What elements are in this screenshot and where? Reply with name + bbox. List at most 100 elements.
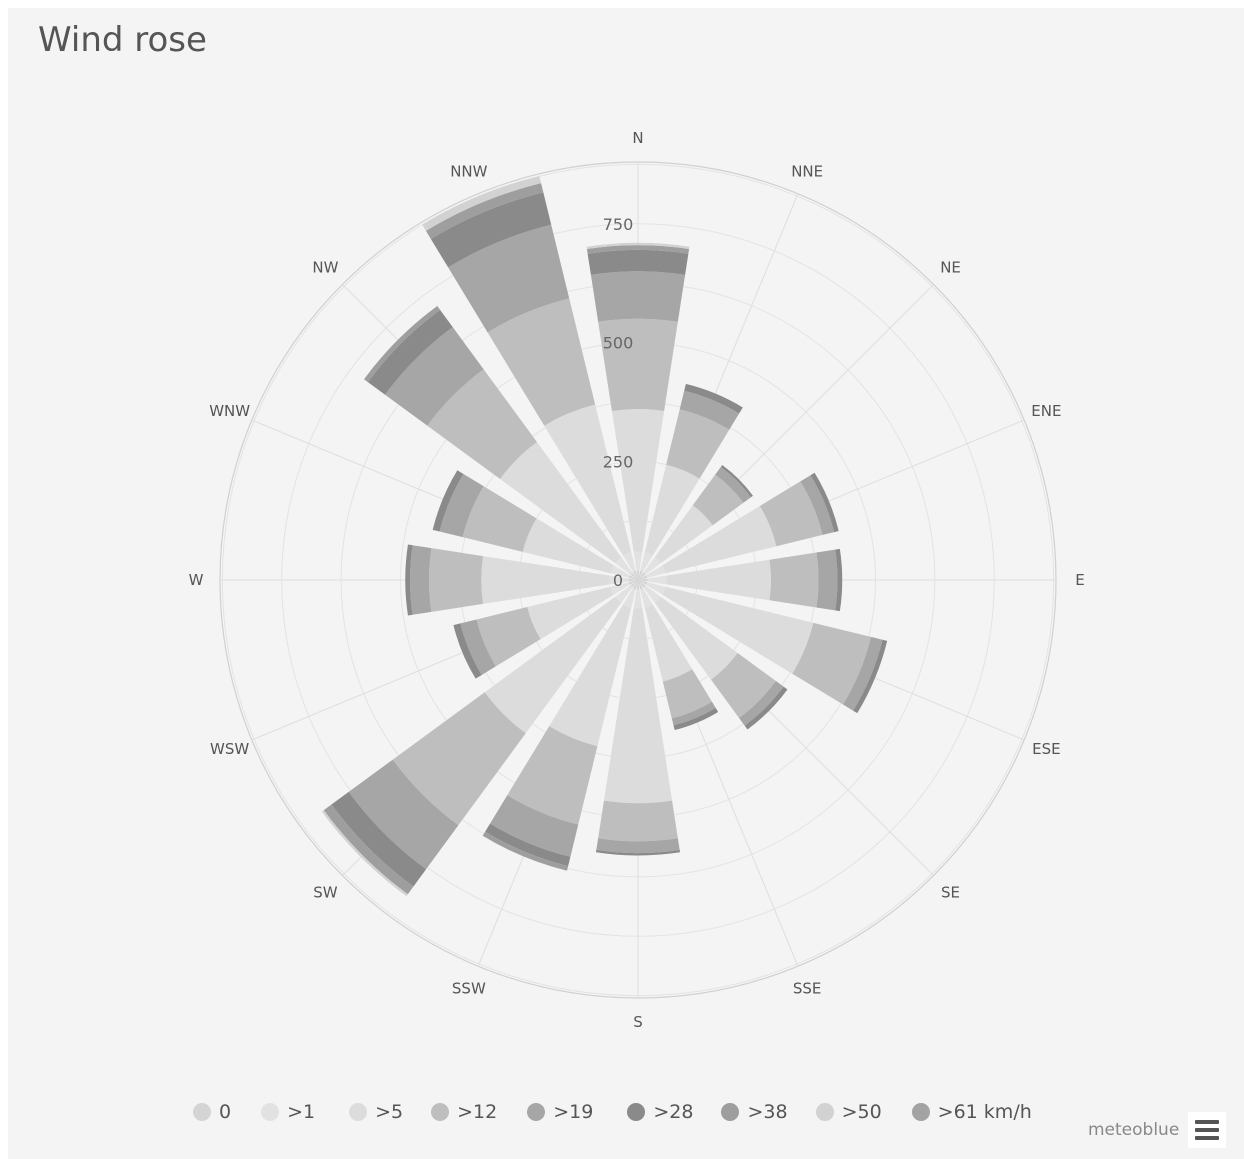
wedge-n[interactable] bbox=[586, 242, 690, 580]
segment-n-bin-3 bbox=[598, 318, 678, 411]
hamburger-menu-icon[interactable] bbox=[1188, 1112, 1226, 1148]
radial-tick-label: 750 bbox=[603, 215, 634, 234]
segment-ne-bin-4 bbox=[715, 466, 752, 503]
segment-sw-bin-2 bbox=[484, 596, 622, 734]
wedge-e[interactable] bbox=[638, 548, 843, 612]
legend-item[interactable]: >1 bbox=[261, 1101, 315, 1123]
segment-wnw-bin-0 bbox=[628, 575, 638, 580]
segment-s-bin-5 bbox=[595, 849, 681, 856]
legend-swatch bbox=[721, 1103, 740, 1121]
segment-ssw-bin-1 bbox=[623, 588, 636, 608]
wedge-ne[interactable] bbox=[638, 465, 753, 580]
segment-s-bin-1 bbox=[633, 589, 643, 609]
segment-n-bin-0 bbox=[636, 570, 640, 580]
direction-label-ene: ENE bbox=[1031, 402, 1061, 420]
segment-w-bin-0 bbox=[628, 578, 638, 582]
segment-sw-bin-6 bbox=[323, 804, 414, 895]
segment-e-bin-2 bbox=[666, 559, 771, 601]
segment-s-bin-4 bbox=[596, 838, 680, 854]
direction-label-wsw: WSW bbox=[210, 740, 249, 758]
segment-e-bin-3 bbox=[769, 552, 819, 608]
segment-nw-bin-5 bbox=[367, 309, 453, 395]
legend-label: >28 bbox=[653, 1101, 694, 1123]
direction-label-s: S bbox=[633, 1013, 643, 1031]
meteoblue-brand[interactable]: meteoblue bbox=[1088, 1120, 1180, 1140]
segment-e-bin-4 bbox=[816, 549, 838, 611]
segment-sw-bin-1 bbox=[615, 585, 633, 603]
legend-label: >19 bbox=[553, 1101, 594, 1123]
legend-item[interactable]: >19 bbox=[527, 1101, 593, 1123]
wedge-wnw[interactable] bbox=[432, 470, 638, 580]
legend-item[interactable]: >5 bbox=[349, 1101, 403, 1123]
legend-label: >12 bbox=[457, 1101, 498, 1123]
segment-ne-bin-1 bbox=[643, 557, 661, 575]
legend-swatch bbox=[527, 1103, 546, 1121]
legend-swatch bbox=[431, 1103, 450, 1121]
legend-item[interactable]: >12 bbox=[431, 1101, 497, 1123]
segment-sw-bin-0 bbox=[630, 580, 638, 588]
segment-ne-bin-0 bbox=[638, 572, 646, 580]
legend-item[interactable]: 0 bbox=[193, 1101, 231, 1123]
segment-n-bin-2 bbox=[611, 408, 665, 552]
segment-nnw-bin-6 bbox=[425, 183, 544, 239]
wedge-ese[interactable] bbox=[638, 580, 888, 714]
segment-ene-bin-2 bbox=[662, 506, 777, 574]
legend-item[interactable]: >28 bbox=[627, 1101, 693, 1123]
segment-nnw-bin-4 bbox=[448, 224, 570, 333]
segment-wsw-bin-5 bbox=[453, 623, 482, 679]
legend-swatch bbox=[261, 1103, 280, 1121]
legend-item[interactable]: >61 km/h bbox=[911, 1101, 1032, 1123]
segment-ese-bin-4 bbox=[843, 636, 883, 711]
segment-sse-bin-0 bbox=[638, 580, 643, 590]
segment-ssw-bin-2 bbox=[549, 604, 632, 747]
segment-ne-bin-2 bbox=[654, 505, 713, 564]
wedge-w[interactable] bbox=[405, 544, 638, 616]
direction-label-nnw: NNW bbox=[450, 163, 487, 181]
wedge-sw[interactable] bbox=[321, 580, 638, 897]
direction-label-sw: SW bbox=[313, 884, 338, 902]
direction-label-nw: NW bbox=[312, 258, 338, 276]
segment-nw-bin-3 bbox=[427, 369, 537, 479]
segment-se-bin-3 bbox=[710, 652, 776, 718]
segment-nnw-bin-3 bbox=[487, 298, 596, 426]
segment-ese-bin-5 bbox=[853, 639, 888, 714]
segment-wsw-bin-1 bbox=[610, 582, 630, 595]
legend-label: >50 bbox=[841, 1101, 882, 1123]
direction-label-se: SE bbox=[941, 884, 960, 902]
direction-label-wnw: WNW bbox=[209, 402, 250, 420]
wedge-wsw[interactable] bbox=[453, 580, 638, 679]
segment-ese-bin-1 bbox=[646, 582, 666, 595]
segment-sw-bin-5 bbox=[331, 791, 427, 887]
wedge-nne[interactable] bbox=[638, 383, 743, 580]
segment-wsw-bin-2 bbox=[527, 586, 614, 640]
wedge-s[interactable] bbox=[595, 580, 681, 856]
segment-ne-bin-5 bbox=[720, 465, 753, 498]
segment-nnw-bin-7 bbox=[422, 176, 542, 231]
legend-swatch bbox=[627, 1103, 646, 1121]
segment-n-bin-7 bbox=[586, 242, 690, 250]
radial-tick-label: 0 bbox=[613, 571, 623, 590]
legend: 0 >1 >5 >12 >19 >28 >38 >50 >61 km/h bbox=[193, 1098, 1032, 1126]
legend-item[interactable]: >38 bbox=[721, 1101, 788, 1123]
segment-ssw-bin-4 bbox=[490, 795, 579, 857]
wedge-ene[interactable] bbox=[638, 472, 839, 580]
wedge-se[interactable] bbox=[638, 580, 788, 730]
direction-label-n: N bbox=[632, 129, 643, 147]
direction-label-nne: NNE bbox=[791, 163, 823, 181]
segment-ssw-bin-3 bbox=[507, 726, 598, 825]
wedge-nnw[interactable] bbox=[422, 176, 638, 580]
wedge-ssw[interactable] bbox=[482, 580, 638, 871]
radial-tick-label: 500 bbox=[603, 334, 634, 353]
segment-w-bin-2 bbox=[481, 556, 610, 604]
legend-item[interactable]: >50 bbox=[815, 1101, 882, 1123]
legend-label: 0 bbox=[219, 1101, 232, 1123]
direction-label-ssw: SSW bbox=[452, 979, 486, 997]
segment-s-bin-0 bbox=[636, 580, 640, 590]
segment-wnw-bin-5 bbox=[432, 470, 464, 532]
legend-label: >38 bbox=[747, 1101, 788, 1123]
chart-title: Wind rose bbox=[38, 20, 207, 60]
wedge-nw[interactable] bbox=[364, 306, 638, 580]
wedge-sse[interactable] bbox=[638, 580, 719, 730]
segment-nw-bin-6 bbox=[364, 306, 441, 383]
